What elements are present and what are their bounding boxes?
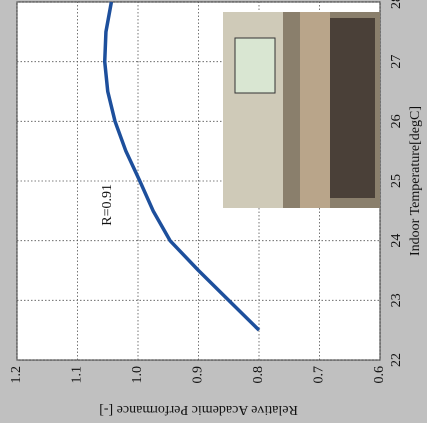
- y-tick-label: 1.2: [9, 366, 24, 384]
- x-tick-label: 25: [389, 174, 404, 188]
- x-tick-label: 22: [389, 353, 404, 367]
- y-tick-label: 0.7: [312, 366, 327, 384]
- photo-screen: [234, 37, 276, 94]
- x-tick-label: 23: [389, 293, 404, 307]
- annotation: R=0.91: [100, 184, 115, 226]
- rotated-chart: 22 23 24 25 26 27 28 0.6 0.7 0.8 0.9 1.0 1.1 1.2 Indoo…: [9, 0, 423, 417]
- x-tick-label: 27: [389, 55, 404, 69]
- y-tick-label: 0.9: [191, 366, 206, 384]
- y-tick-label: 1.0: [130, 366, 145, 384]
- x-tick-label: 24: [389, 234, 404, 248]
- x-tick-label: 26: [389, 114, 404, 128]
- x-axis-label: Indoor Temperature[degC]: [408, 106, 423, 256]
- photo-desks: [300, 12, 330, 208]
- x-tick-label: 28: [389, 0, 404, 9]
- y-axis-label: Relative Academic Performance [-]: [99, 402, 298, 417]
- y-tick-label: 0.8: [251, 366, 266, 384]
- photo-people: [330, 18, 375, 198]
- y-tick-label: 1.1: [70, 366, 85, 384]
- inset-photo: [223, 12, 380, 208]
- y-tick-label: 0.6: [372, 366, 387, 384]
- data-line: [102, 1, 261, 332]
